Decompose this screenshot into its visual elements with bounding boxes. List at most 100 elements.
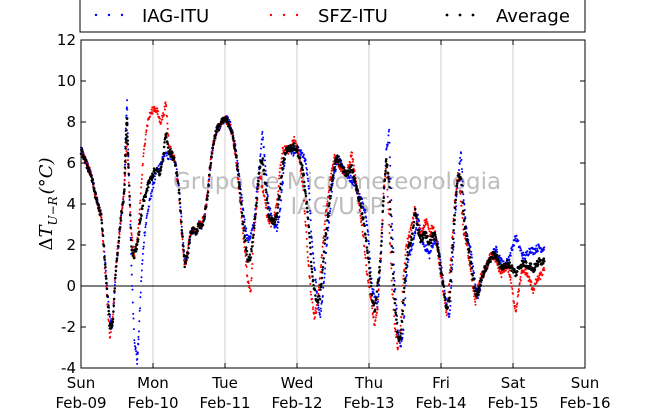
data-point [364,257,367,260]
data-points [79,99,546,365]
data-point [392,276,395,280]
data-point [236,165,239,168]
legend-item-sfz: SFZ-ITU [269,6,388,27]
data-point [351,160,354,163]
data-point [308,276,311,279]
data-point [263,155,266,158]
data-point [456,186,459,189]
data-point [266,207,270,210]
data-point [438,255,441,259]
data-point [474,283,477,286]
data-point [150,190,153,193]
data-point [119,216,122,220]
data-point [394,311,397,314]
data-point [118,231,121,234]
data-point [400,345,403,348]
data-point [107,320,110,323]
data-point [144,231,147,234]
data-point [524,254,527,257]
data-point [393,322,396,325]
data-point [248,253,252,256]
data-point [328,221,331,224]
data-point [131,236,134,239]
data-point [114,281,117,284]
data-point [388,185,391,189]
data-point [319,313,322,316]
data-point [318,295,321,298]
data-point [348,171,352,174]
y-tick-label: -4 [61,359,76,377]
data-point [362,235,365,238]
data-point [458,162,461,165]
data-point [128,194,131,198]
data-point [412,220,416,224]
data-point [251,228,253,231]
data-point [103,263,107,266]
data-point [528,276,531,279]
data-point [176,179,180,183]
data-point [448,290,452,294]
data-point [323,272,326,275]
data-point [314,278,317,281]
data-point [232,139,235,142]
data-point [255,196,259,200]
data-point [123,171,126,175]
data-point [139,296,142,299]
data-point [515,273,518,277]
data-point [367,260,371,264]
data-point [242,226,246,229]
data-point [319,277,322,280]
data-point [542,267,545,270]
data-point [165,105,168,108]
data-point [305,225,307,228]
data-point [421,236,425,240]
data-point [305,172,308,175]
data-point [325,226,329,230]
x-tick-label-day: Sun [67,374,96,392]
data-point [239,201,243,204]
data-point [322,257,325,260]
data-point [443,289,446,292]
data-point [451,263,454,266]
data-point [203,215,207,218]
data-point [413,234,416,237]
data-point [418,227,421,230]
data-point [255,201,258,205]
data-point [394,328,397,331]
data-point [304,192,307,195]
data-point [276,193,279,196]
data-point [460,183,463,187]
data-point [356,192,359,195]
data-point [243,218,246,221]
data-point [306,168,309,171]
data-point [273,211,276,214]
data-point [178,191,181,194]
data-point [503,270,505,273]
data-point [400,328,403,331]
data-point [443,296,447,299]
data-point [479,283,482,287]
data-point [437,250,440,253]
data-point [136,240,140,243]
data-point [410,229,413,232]
data-point [306,245,309,248]
data-point [208,166,212,169]
data-point [126,132,129,135]
data-point [456,171,459,174]
y-tick-label: 8 [66,113,76,131]
data-point [186,256,189,259]
data-point [404,284,407,287]
data-point [316,307,319,310]
data-point [452,222,456,226]
data-point [263,172,266,176]
data-point [148,205,151,208]
data-point [309,282,312,285]
data-point [301,168,305,172]
data-point [211,149,214,152]
data-point [404,254,407,257]
data-point [380,226,383,229]
data-point [365,270,368,273]
data-point [451,243,455,247]
data-point [395,304,398,307]
data-point [169,145,172,148]
